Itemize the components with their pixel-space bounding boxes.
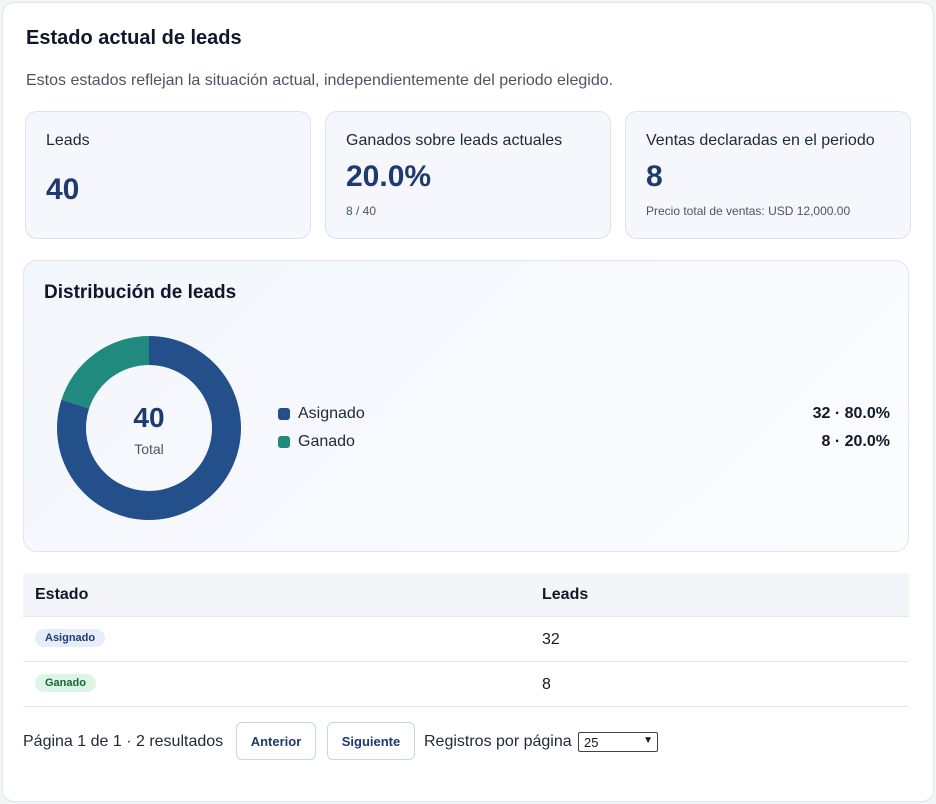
table-row: Ganado 8	[23, 662, 909, 707]
stat-value: 8	[646, 160, 663, 193]
chevron-down-icon: ▼	[643, 735, 653, 746]
stat-label: Ganados sobre leads actuales	[346, 132, 563, 149]
leads-count: 8	[542, 676, 551, 693]
stat-label: Ventas declaradas en el periodo	[646, 132, 875, 149]
stat-value: 40	[46, 173, 80, 206]
stat-value: 20.0%	[346, 160, 432, 193]
leads-count: 32	[542, 631, 560, 648]
distribution-title: Distribución de leads	[44, 282, 237, 303]
column-header-estado: Estado	[35, 586, 89, 603]
column-header-leads: Leads	[542, 586, 589, 603]
legend-item-ganado: Ganado 8 · 20.0%	[278, 432, 890, 452]
legend-swatch	[278, 408, 290, 420]
donut-chart	[57, 336, 241, 520]
stat-card-sales: Ventas declaradas en el periodo 8 Precio…	[625, 111, 911, 239]
pagination-info: Página 1 de 1 · 2 resultados	[23, 733, 224, 750]
panel-subtitle: Estos estados reflejan la situación actu…	[26, 72, 614, 89]
per-page-label: Registros por página	[424, 733, 572, 750]
stat-note: Precio total de ventas: USD 12,000.00	[646, 204, 851, 218]
stat-label: Leads	[46, 132, 90, 149]
per-page-value: 25	[584, 735, 599, 750]
legend-item-asignado: Asignado 32 · 80.0%	[278, 404, 890, 424]
status-badge: Asignado	[35, 629, 106, 647]
leads-table: Estado Leads Asignado 32 Ganado 8	[23, 573, 909, 707]
donut-center-value: 40	[133, 402, 165, 433]
legend-label: Ganado	[298, 433, 355, 450]
stat-card-leads: Leads 40	[25, 111, 311, 239]
donut-segment-asignado	[57, 336, 241, 520]
donut-segment-ganado	[61, 336, 149, 409]
status-badge: Ganado	[35, 674, 96, 692]
legend-swatch	[278, 436, 290, 448]
stat-card-won-ratio: Ganados sobre leads actuales 20.0% 8 / 4…	[325, 111, 611, 239]
next-page-button[interactable]: Siguiente	[327, 722, 415, 760]
pagination: Página 1 de 1 · 2 resultados Anterior Si…	[23, 722, 909, 762]
per-page-select[interactable]: 25 ▼	[578, 732, 658, 752]
panel-title: Estado actual de leads	[26, 27, 242, 49]
donut-center-label: Total	[134, 441, 164, 457]
table-row: Asignado 32	[23, 617, 909, 662]
previous-page-button[interactable]: Anterior	[236, 722, 316, 760]
legend-value: 32 · 80.0%	[812, 405, 890, 422]
table-header: Estado Leads	[23, 573, 909, 617]
distribution-card: Distribución de leads 40 Total Asignado …	[23, 260, 909, 552]
stat-note: 8 / 40	[346, 204, 377, 218]
legend-value: 8 · 20.0%	[821, 433, 890, 450]
legend-label: Asignado	[298, 405, 365, 422]
